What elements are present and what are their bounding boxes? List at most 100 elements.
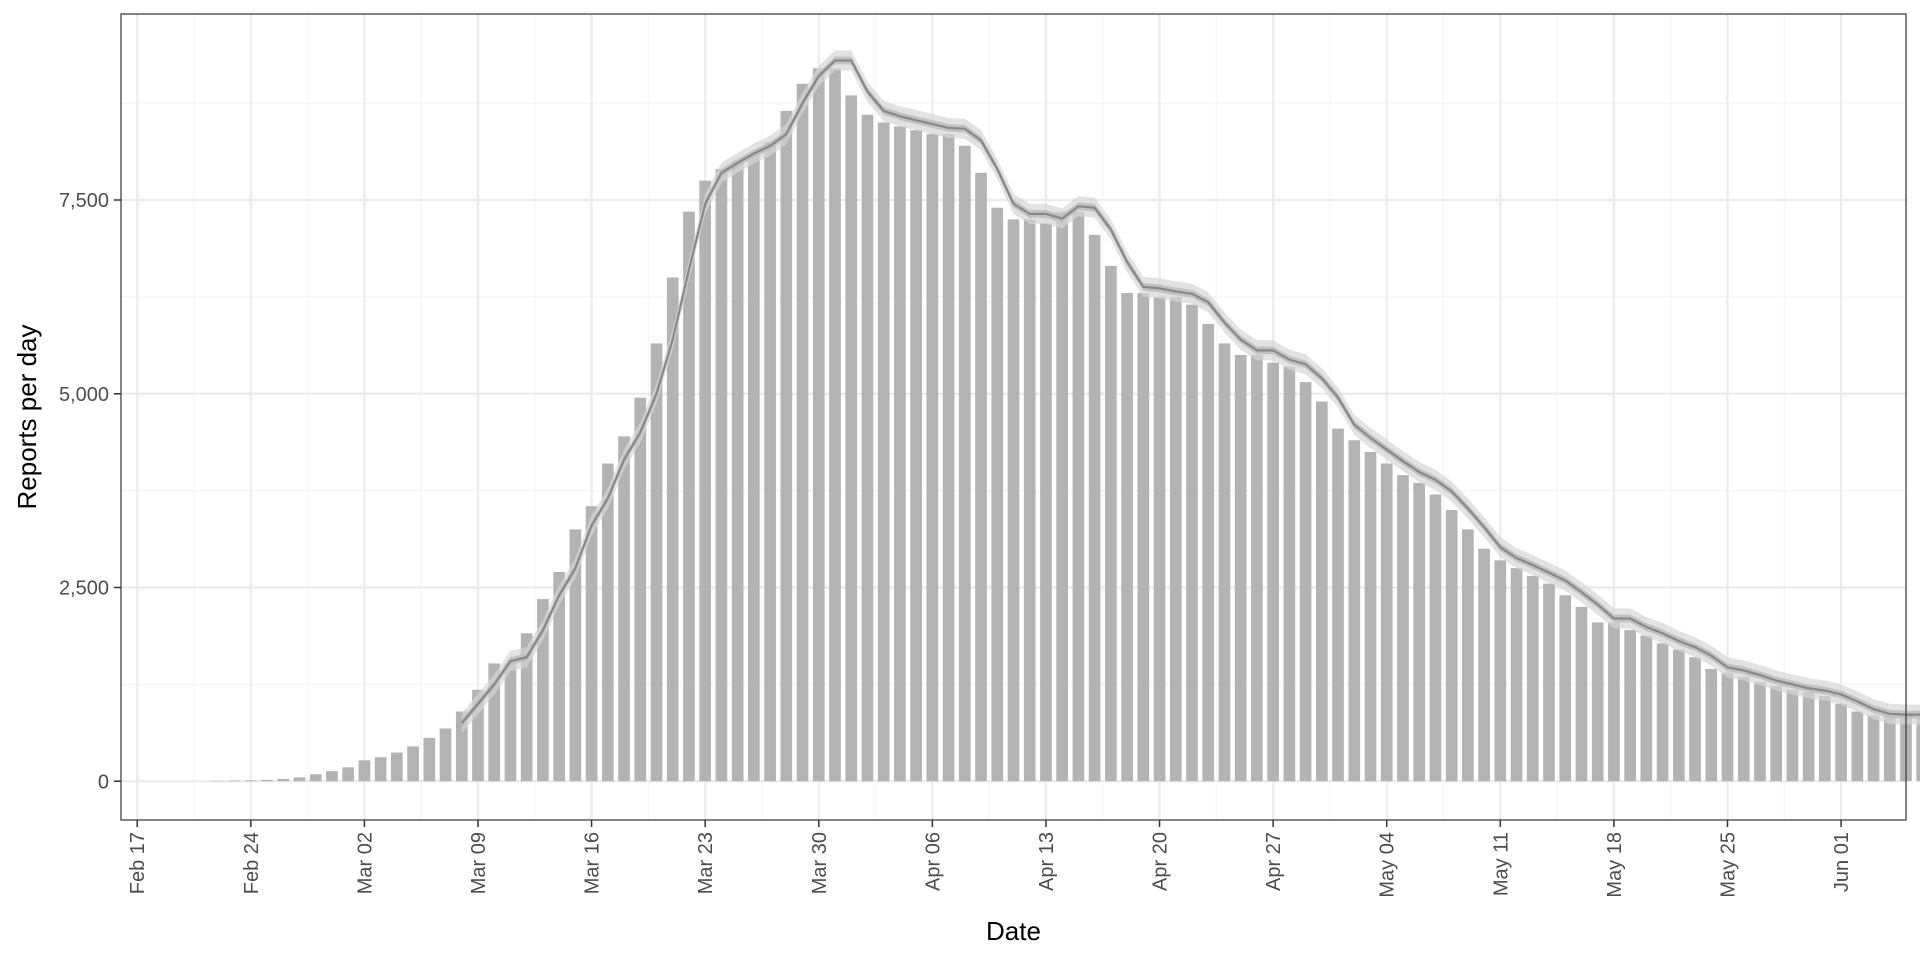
x-tick-label: Apr 13 bbox=[1036, 832, 1058, 891]
x-tick-label: Jun 01 bbox=[1831, 832, 1853, 892]
bar bbox=[585, 506, 598, 782]
x-tick-label: Feb 17 bbox=[127, 832, 149, 894]
bar bbox=[910, 130, 922, 782]
bar bbox=[309, 774, 322, 782]
bar bbox=[748, 153, 760, 782]
x-tick-label: Mar 30 bbox=[809, 832, 831, 894]
bar bbox=[455, 711, 468, 782]
bar bbox=[1640, 635, 1653, 782]
bar bbox=[326, 771, 338, 782]
x-tick-label: Mar 02 bbox=[354, 832, 376, 894]
bar bbox=[1721, 672, 1734, 782]
bar bbox=[1169, 296, 1182, 782]
bar bbox=[1916, 716, 1920, 782]
bar bbox=[683, 211, 695, 782]
bar bbox=[1364, 451, 1377, 782]
bar bbox=[650, 343, 663, 782]
bar bbox=[1153, 296, 1166, 782]
bar bbox=[894, 126, 906, 782]
bar bbox=[942, 134, 955, 782]
bar bbox=[1040, 223, 1052, 782]
bar bbox=[1429, 494, 1442, 782]
bar bbox=[764, 141, 776, 782]
panel-border bbox=[120, 13, 1907, 821]
bar bbox=[423, 737, 436, 782]
bar bbox=[1105, 265, 1117, 782]
bar bbox=[1835, 703, 1847, 782]
bar bbox=[1007, 219, 1020, 782]
bar bbox=[520, 633, 533, 782]
x-tick-label: May 25 bbox=[1718, 832, 1740, 898]
bar bbox=[796, 83, 809, 782]
bar bbox=[407, 746, 419, 782]
bar bbox=[634, 397, 647, 782]
bar bbox=[601, 463, 614, 782]
bar bbox=[1770, 685, 1783, 782]
bar bbox=[780, 110, 793, 782]
x-tick-label: Apr 20 bbox=[1150, 832, 1172, 891]
bar bbox=[1267, 362, 1279, 782]
bar bbox=[439, 728, 452, 782]
x-tick-label: Apr 27 bbox=[1263, 832, 1285, 891]
smoothed-line bbox=[460, 59, 1920, 724]
bar bbox=[618, 436, 630, 782]
bar bbox=[277, 778, 290, 782]
bar bbox=[1218, 343, 1231, 782]
bar bbox=[861, 114, 874, 782]
x-axis-title: Date bbox=[986, 916, 1041, 946]
bar bbox=[1413, 482, 1426, 782]
bar bbox=[342, 767, 355, 782]
bar bbox=[1137, 293, 1150, 782]
y-axis: 0 2,500 5,000 7,500 bbox=[59, 190, 121, 793]
bar bbox=[1462, 529, 1474, 782]
bar bbox=[1088, 234, 1101, 782]
bar bbox=[1380, 463, 1393, 782]
bar bbox=[1689, 657, 1701, 782]
bar bbox=[1526, 575, 1539, 782]
bar bbox=[1445, 510, 1458, 782]
bar bbox=[1510, 568, 1523, 782]
bar bbox=[1851, 711, 1864, 782]
bar bbox=[1494, 560, 1507, 782]
bar bbox=[1186, 304, 1198, 782]
bar bbox=[715, 169, 728, 782]
bar bbox=[1737, 676, 1750, 782]
bar bbox=[537, 599, 549, 782]
bar bbox=[1624, 630, 1636, 782]
bar bbox=[991, 207, 1004, 782]
bar bbox=[553, 572, 565, 782]
bar bbox=[1819, 696, 1831, 782]
bar bbox=[1591, 622, 1604, 782]
bar bbox=[1559, 595, 1572, 782]
bar bbox=[926, 134, 939, 782]
x-tick-label: Feb 24 bbox=[241, 832, 263, 894]
bar bbox=[374, 757, 387, 782]
bar bbox=[1478, 548, 1490, 782]
y-tick-label: 5,000 bbox=[59, 384, 109, 406]
x-tick-label: Mar 23 bbox=[695, 832, 717, 894]
bar bbox=[1251, 355, 1263, 782]
bar bbox=[1121, 293, 1133, 782]
bar bbox=[1397, 475, 1409, 782]
bar bbox=[1754, 682, 1766, 782]
bar bbox=[1283, 366, 1296, 782]
bar bbox=[975, 172, 987, 782]
bar bbox=[1786, 689, 1799, 782]
bar bbox=[504, 663, 517, 782]
bar bbox=[1234, 355, 1247, 782]
x-tick-label: Mar 09 bbox=[468, 832, 490, 894]
bar bbox=[261, 779, 273, 782]
bar bbox=[1315, 401, 1328, 782]
bar bbox=[1656, 643, 1669, 782]
bar bbox=[1867, 715, 1880, 782]
bar bbox=[1056, 211, 1069, 782]
bar bbox=[699, 180, 712, 782]
x-tick-label: May 18 bbox=[1604, 832, 1626, 898]
bar bbox=[1072, 211, 1085, 782]
x-tick-label: Apr 06 bbox=[922, 832, 944, 891]
x-tick-label: Mar 16 bbox=[582, 832, 604, 894]
bar bbox=[1348, 440, 1361, 782]
bar bbox=[1299, 382, 1312, 782]
x-tick-label: May 04 bbox=[1377, 832, 1399, 898]
